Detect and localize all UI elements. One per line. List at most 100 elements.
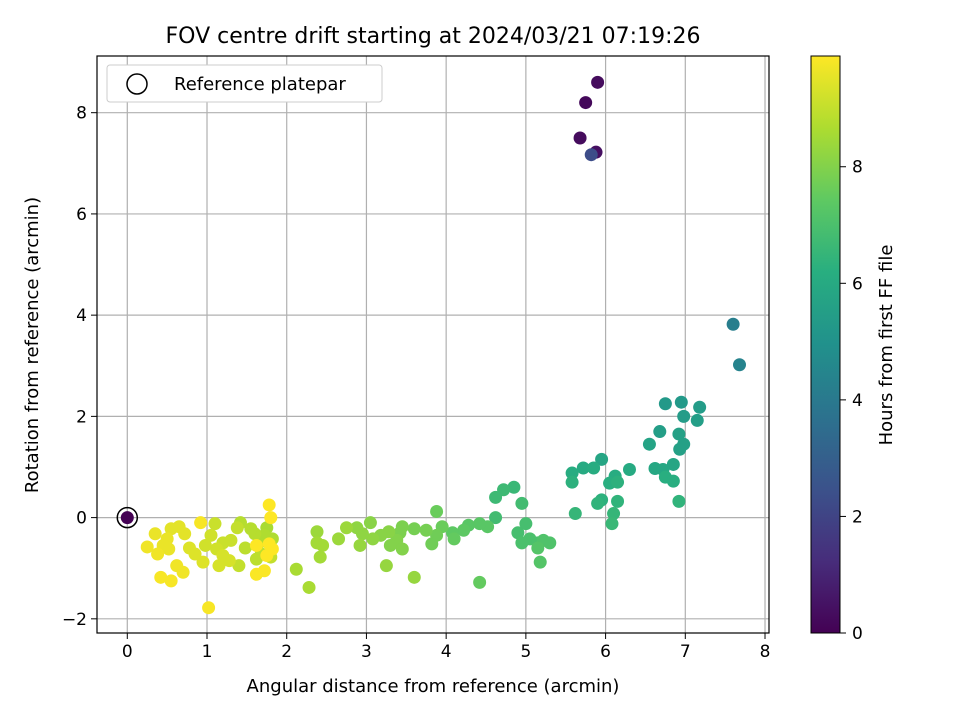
x-tick-label: 3 — [361, 642, 372, 662]
data-point — [595, 452, 609, 466]
data-point — [198, 538, 212, 552]
data-point — [565, 475, 579, 489]
data-point — [148, 527, 162, 541]
data-point — [419, 523, 433, 537]
data-point — [693, 400, 707, 414]
x-tick-label: 6 — [600, 642, 611, 662]
data-point — [249, 552, 263, 566]
data-point — [666, 474, 680, 488]
data-point — [302, 580, 316, 594]
data-point — [568, 507, 582, 521]
colorbar-ticks: 0 2 4 6 8 — [840, 158, 863, 644]
data-point — [489, 490, 503, 504]
x-axis-ticks: 0 1 2 3 4 5 6 7 8 — [122, 633, 771, 662]
data-point — [383, 538, 397, 552]
data-point — [230, 521, 244, 535]
data-point — [363, 516, 377, 530]
data-point — [257, 564, 271, 578]
colorbar-tick-label: 0 — [852, 624, 863, 644]
x-tick-label: 7 — [680, 642, 691, 662]
data-point — [430, 505, 444, 519]
x-tick-label: 4 — [441, 642, 452, 662]
data-point — [262, 498, 276, 512]
data-point — [238, 541, 252, 555]
data-point — [289, 562, 303, 576]
data-point — [673, 442, 687, 456]
y-tick-label: 4 — [76, 306, 87, 326]
data-point — [154, 570, 168, 584]
data-point — [690, 413, 704, 427]
data-point — [164, 574, 178, 588]
data-point — [182, 541, 196, 555]
grid-lines — [97, 56, 769, 633]
data-point — [407, 570, 421, 584]
data-point — [591, 496, 605, 510]
data-point — [611, 494, 625, 508]
data-point — [264, 511, 278, 525]
data-point — [622, 463, 636, 477]
data-point — [726, 317, 740, 331]
data-point — [425, 537, 439, 551]
data-point — [531, 541, 545, 555]
data-point — [249, 538, 263, 552]
data-point — [666, 457, 680, 471]
x-tick-label: 0 — [122, 642, 133, 662]
x-tick-label: 8 — [760, 642, 771, 662]
data-point — [473, 517, 487, 531]
data-point — [658, 397, 672, 411]
data-point — [140, 540, 154, 554]
data-point — [511, 526, 525, 540]
data-point — [379, 559, 393, 573]
legend-entry-reference: Reference platepar — [174, 74, 346, 95]
data-point — [222, 554, 236, 568]
colorbar-tick-label: 4 — [852, 391, 863, 411]
data-point — [310, 525, 324, 539]
data-point — [447, 532, 461, 546]
data-point — [457, 523, 471, 537]
data-point — [350, 521, 364, 535]
data-point — [579, 96, 593, 110]
data-point — [162, 542, 176, 556]
data-point — [196, 555, 210, 569]
plot-area-frame — [96, 55, 770, 634]
data-point — [543, 536, 557, 550]
y-axis-ticks: −2 0 2 4 6 8 — [62, 104, 97, 630]
data-point — [366, 532, 380, 546]
x-tick-label: 1 — [202, 642, 213, 662]
data-point — [677, 409, 691, 423]
data-point — [340, 521, 354, 535]
data-point — [151, 547, 165, 561]
data-point — [573, 131, 587, 145]
data-points — [140, 75, 747, 615]
data-point — [164, 522, 178, 536]
data-point — [587, 461, 601, 475]
legend: Reference platepar — [106, 64, 383, 103]
data-point — [176, 565, 190, 579]
y-axis-label: Rotation from reference (arcmin) — [22, 197, 43, 493]
colorbar-gradient — [810, 55, 841, 634]
data-point — [313, 550, 327, 564]
data-point — [576, 461, 590, 475]
x-axis-label: Angular distance from reference (arcmin) — [247, 676, 620, 697]
data-point — [353, 538, 367, 552]
y-tick-label: 0 — [76, 509, 87, 529]
data-point — [489, 511, 503, 525]
data-point — [642, 437, 656, 451]
data-point — [515, 536, 529, 550]
chart-title: FOV centre drift starting at 2024/03/21 … — [166, 24, 701, 49]
data-point — [611, 475, 625, 489]
data-point — [591, 75, 605, 89]
colorbar-tick-label: 2 — [852, 507, 863, 527]
data-point — [653, 425, 667, 439]
x-tick-label: 5 — [520, 642, 531, 662]
data-point — [244, 522, 258, 536]
data-point — [395, 542, 409, 556]
y-tick-label: 6 — [76, 205, 87, 225]
legend-box — [106, 64, 383, 103]
data-point — [519, 517, 533, 531]
data-point — [208, 517, 222, 531]
reference-point — [120, 511, 134, 525]
data-point — [202, 601, 216, 615]
data-point — [316, 538, 330, 552]
